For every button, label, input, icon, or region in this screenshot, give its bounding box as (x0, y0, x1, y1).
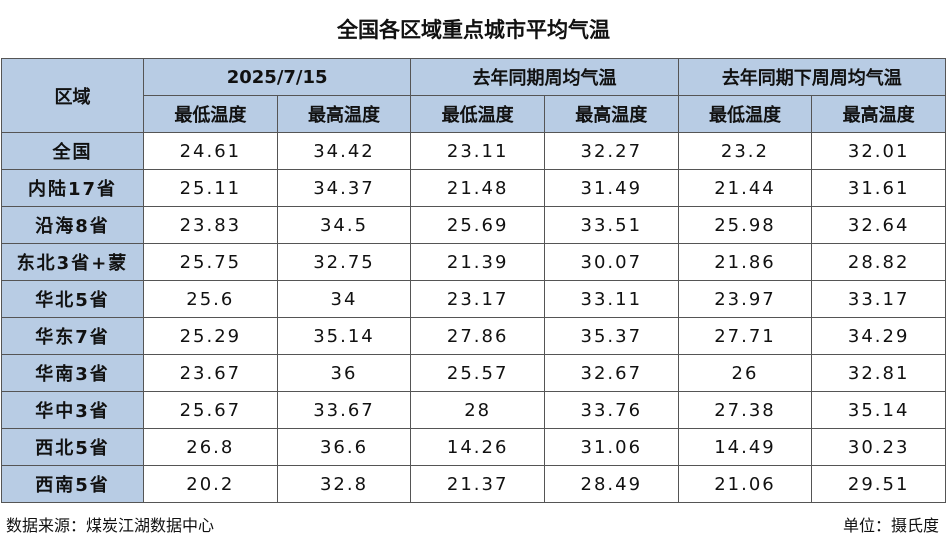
value-cell: 28 (410, 391, 545, 429)
value-cell: 36.6 (276, 428, 412, 466)
value-cell: 35.14 (811, 391, 946, 429)
data-row: 华东7省 25.29 35.14 27.86 35.37 27.71 34.29 (1, 317, 946, 355)
value-cell: 25.57 (410, 354, 545, 392)
value-cell: 30.23 (811, 428, 946, 466)
value-cell: 26.8 (143, 428, 278, 466)
value-cell: 31.61 (811, 169, 946, 207)
value-cell: 28.49 (543, 465, 679, 503)
value-cell: 27.38 (677, 391, 813, 429)
sub-header: 最高温度 (276, 95, 412, 133)
value-cell: 21.48 (410, 169, 545, 207)
value-cell: 20.2 (143, 465, 278, 503)
value-cell: 23.11 (410, 132, 545, 170)
value-cell: 33.51 (543, 206, 679, 244)
value-cell: 35.14 (276, 317, 412, 355)
value-cell: 21.06 (677, 465, 813, 503)
value-cell: 27.71 (677, 317, 813, 355)
data-row: 华北5省 25.6 34 23.17 33.11 23.97 33.17 (1, 280, 946, 318)
title: 全国各区域重点城市平均气温 (337, 18, 610, 42)
region-cell: 华中3省 (1, 391, 144, 429)
value-cell: 25.6 (143, 280, 278, 318)
value-cell: 21.39 (410, 243, 545, 281)
value-cell: 34.5 (276, 206, 412, 244)
value-cell: 25.11 (143, 169, 278, 207)
region-cell: 华南3省 (1, 354, 144, 392)
data-row: 华南3省 23.67 36 25.57 32.67 26 32.81 (1, 354, 946, 392)
value-cell: 14.49 (677, 428, 813, 466)
data-row: 西北5省 26.8 36.6 14.26 31.06 14.49 30.23 (1, 428, 946, 466)
value-cell: 23.97 (677, 280, 813, 318)
value-cell: 23.67 (143, 354, 278, 392)
data-row: 东北3省+蒙 25.75 32.75 21.39 30.07 21.86 28.82 (1, 243, 946, 281)
value-cell: 32.8 (276, 465, 412, 503)
value-cell: 25.29 (143, 317, 278, 355)
value-cell: 34.37 (276, 169, 412, 207)
value-cell: 32.67 (543, 354, 679, 392)
sub-header: 最低温度 (410, 95, 545, 133)
value-cell: 31.06 (543, 428, 679, 466)
table: 区域 2025/7/15 去年同期周均气温 去年同期下周周均气温 最低温度 最高温度 最低温… (1, 58, 947, 503)
sub-header: 最高温度 (543, 95, 679, 133)
value-cell: 30.07 (543, 243, 679, 281)
value-cell: 25.67 (143, 391, 278, 429)
value-cell: 33.11 (543, 280, 679, 318)
data-row: 华中3省 25.67 33.67 28 33.76 27.38 35.14 (1, 391, 946, 429)
group-header: 去年同期周均气温 (410, 58, 679, 96)
sub-header: 最低温度 (143, 95, 278, 133)
region-cell: 全国 (1, 132, 144, 170)
value-cell: 36 (276, 354, 412, 392)
corner-header: 区域 (1, 58, 144, 133)
value-cell: 25.69 (410, 206, 545, 244)
region-cell: 东北3省+蒙 (1, 243, 144, 281)
value-cell: 35.37 (543, 317, 679, 355)
value-cell: 33.67 (276, 391, 412, 429)
data-row: 内陆17省 25.11 34.37 21.48 31.49 21.44 31.61 (1, 169, 946, 207)
region-cell: 华东7省 (1, 317, 144, 355)
region-cell: 西南5省 (1, 465, 144, 503)
value-cell: 24.61 (143, 132, 278, 170)
value-cell: 26 (677, 354, 813, 392)
value-cell: 28.82 (811, 243, 946, 281)
unit: 单位：摄氏度 (842, 516, 939, 535)
sub-header: 最高温度 (811, 95, 946, 133)
data-row: 西南5省 20.2 32.8 21.37 28.49 21.06 29.51 (1, 465, 946, 503)
region-cell: 沿海8省 (1, 206, 144, 244)
group-header: 2025/7/15 (142, 58, 412, 96)
value-cell: 21.37 (410, 465, 545, 503)
header-row: 最低温度 最高温度 最低温度 最高温度 最低温度 最高温度 (2, 95, 946, 133)
value-cell: 31.49 (543, 169, 679, 207)
region-cell: 西北5省 (1, 428, 144, 466)
value-cell: 21.44 (677, 169, 813, 207)
value-cell: 33.17 (811, 280, 946, 318)
value-cell: 23.17 (410, 280, 545, 318)
value-cell: 14.26 (410, 428, 545, 466)
value-cell: 27.86 (410, 317, 545, 355)
value-cell: 23.83 (143, 206, 278, 244)
value-cell: 32.64 (811, 206, 946, 244)
value-cell: 32.75 (276, 243, 412, 281)
value-cell: 25.75 (143, 243, 278, 281)
source: 数据来源：煤炭江湖数据中心 (6, 516, 215, 535)
value-cell: 29.51 (811, 465, 946, 503)
data-row: 沿海8省 23.83 34.5 25.69 33.51 25.98 32.64 (1, 206, 946, 244)
value-cell: 25.98 (677, 206, 813, 244)
header-row: 区域 2025/7/15 去年同期周均气温 去年同期下周周均气温 (1, 58, 947, 133)
value-cell: 34.42 (276, 132, 412, 170)
value-cell: 34.29 (811, 317, 946, 355)
region-cell: 内陆17省 (1, 169, 144, 207)
value-cell: 32.01 (811, 132, 946, 170)
value-cell: 32.27 (543, 132, 679, 170)
value-cell: 33.76 (543, 391, 679, 429)
value-cell: 34 (276, 280, 412, 318)
value-cell: 21.86 (677, 243, 813, 281)
value-cell: 32.81 (811, 354, 946, 392)
group-header: 去年同期下周周均气温 (677, 58, 947, 96)
data-row: 全国 24.61 34.42 23.11 32.27 23.2 32.01 (1, 132, 946, 170)
value-cell: 23.2 (677, 132, 813, 170)
sub-header: 最低温度 (677, 95, 813, 133)
region-cell: 华北5省 (1, 280, 144, 318)
